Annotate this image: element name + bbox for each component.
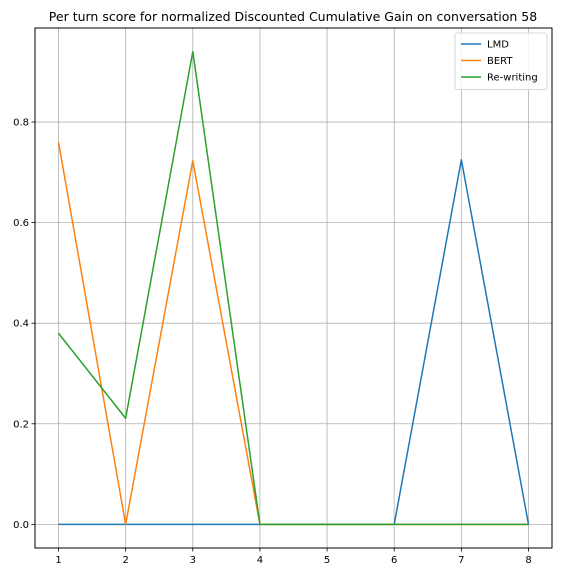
x-tick-label: 7: [458, 555, 464, 566]
legend-label: BERT: [487, 56, 513, 67]
legend-label: LMD: [487, 40, 509, 51]
y-axis: 0.0 0.2 0.4 0.6 0.8: [13, 118, 35, 531]
y-tick-label: 0.8: [13, 118, 29, 129]
legend: LMD BERT Re-writing: [454, 32, 548, 90]
x-tick-label: 4: [257, 555, 263, 566]
series-lines: [57, 50, 530, 526]
x-axis: 1 2 3 4 5 6 7 8: [55, 548, 532, 566]
x-tick-label: 3: [190, 555, 196, 566]
x-tick-label: 5: [324, 555, 330, 566]
legend-label: Re-writing: [487, 73, 538, 84]
x-tick-label: 8: [525, 555, 531, 566]
x-tick-label: 6: [391, 555, 397, 566]
x-tick-label: 1: [55, 555, 61, 566]
y-tick-label: 0.4: [13, 319, 29, 330]
y-tick-label: 0.2: [13, 419, 29, 430]
y-tick-label: 0.0: [13, 520, 29, 531]
chart-title: Per turn score for normalized Discounted…: [49, 9, 537, 24]
plot-frame: [34, 27, 553, 549]
series-line-re-writing: [57, 50, 529, 526]
y-tick-label: 0.6: [13, 218, 29, 229]
legend-box: [454, 32, 548, 90]
x-tick-label: 2: [122, 555, 128, 566]
